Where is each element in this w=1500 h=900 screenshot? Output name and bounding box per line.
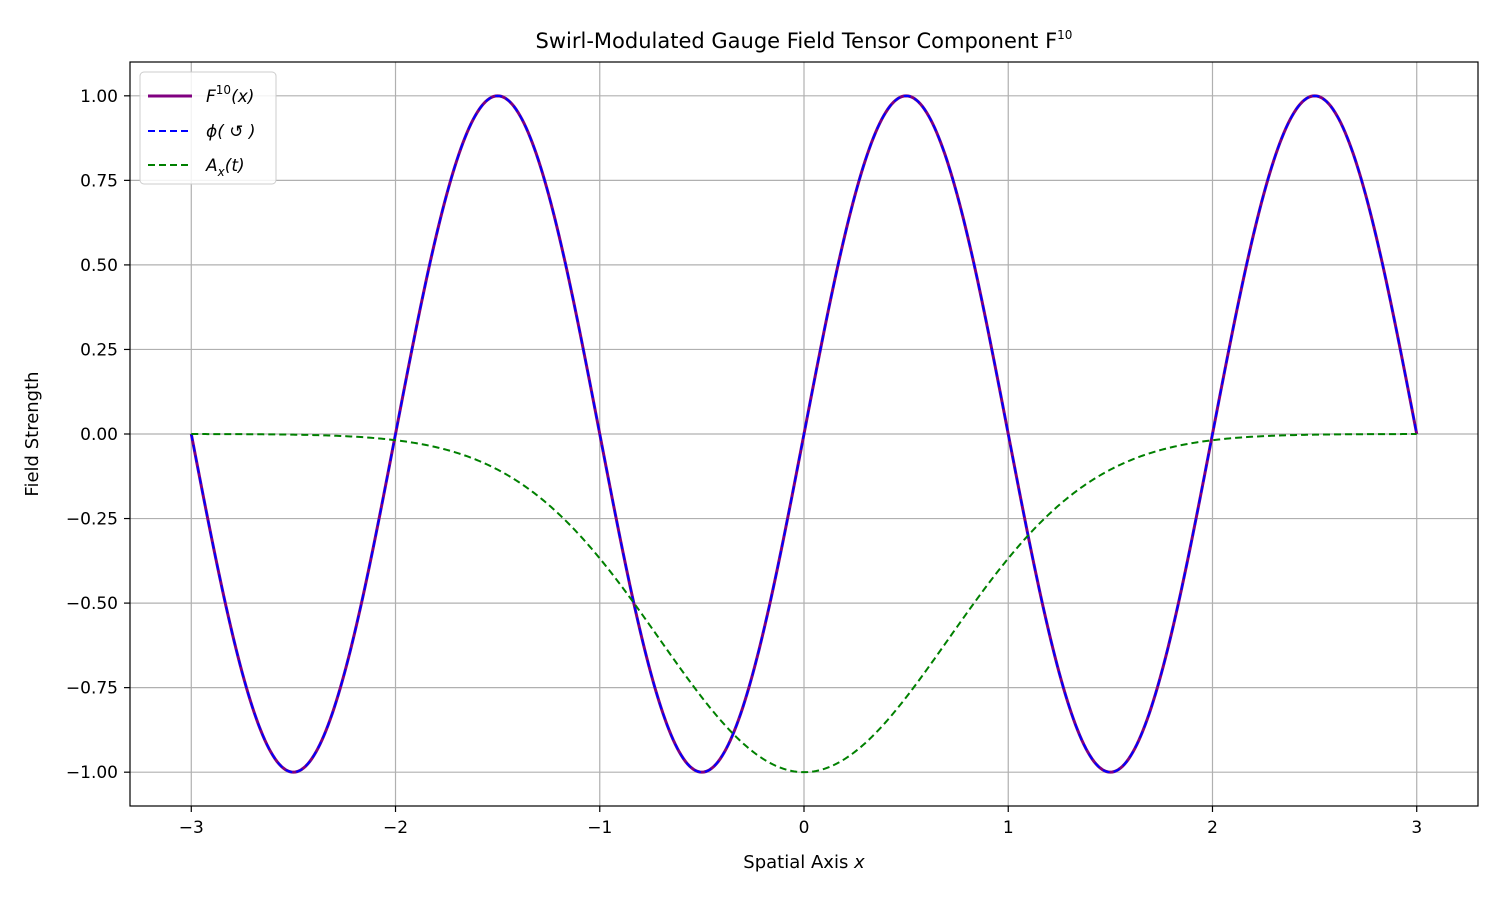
y-tick-label: 1.00 [80,87,118,107]
y-axis-label: Field Strength [22,371,43,496]
y-tick-label: −1.00 [66,763,118,783]
plot-lines [189,94,1419,774]
y-tick-label: 0.00 [80,425,118,445]
x-tick-label: −2 [383,818,408,838]
x-tick-label: 3 [1411,818,1422,838]
axis-ticks: −3 −2 −1 0 1 2 3 −1.00 −0.75 −0.50 −0.25 0.00 0.25 0.… [66,87,1422,838]
x-tick-label: 2 [1207,818,1218,838]
y-tick-label: 0.25 [80,340,118,360]
grid-lines [130,62,1478,806]
x-tick-label: −1 [587,818,612,838]
y-tick-label: 0.75 [80,171,118,191]
x-tick-label: 1 [1003,818,1014,838]
legend-label-ax: Ax(t) [205,156,245,179]
x-tick-label: −3 [179,818,204,838]
legend-label-f10: F10(x) [206,83,254,107]
x-tick-label: 0 [799,818,810,838]
chart-title: Swirl-Modulated Gauge Field Tensor Compo… [536,28,1073,53]
y-tick-label: 0.50 [80,256,118,276]
y-tick-label: −0.50 [66,594,118,614]
y-tick-label: −0.75 [66,679,118,699]
y-tick-label: −0.25 [66,510,118,530]
legend: F10(x) ϕ( ↺ ) Ax(t) [139,71,277,185]
legend-label-phi: ϕ( ↺ ) [206,122,256,142]
line-ax [191,433,1417,774]
line-phi [190,94,1418,774]
x-axis-label: Spatial Axis x [743,852,865,873]
legend-box [139,71,277,185]
